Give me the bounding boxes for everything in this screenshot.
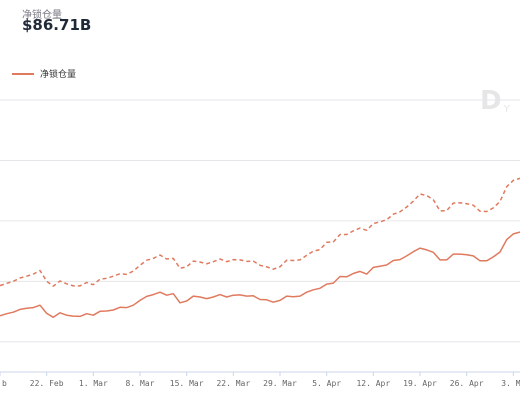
x-tick-label-6: 29. Mar: [263, 379, 297, 388]
tvl-value: $86.71B: [22, 16, 92, 34]
watermark-mark: D: [480, 86, 502, 116]
legend-label: 净锁仓量: [40, 70, 77, 80]
series-line-solid[interactable]: [0, 207, 520, 319]
x-tick-label-1: 22. Feb: [30, 379, 64, 388]
x-tick-label-7: 5. Apr: [312, 379, 341, 388]
x-tick-label-8: 12. Apr: [356, 379, 390, 388]
watermark-logo: D Y: [480, 86, 510, 116]
watermark-sub: Y: [503, 103, 510, 115]
x-tick-label-10: 26. Apr: [450, 379, 484, 388]
x-tick-label-5: 22. Mar: [216, 379, 250, 388]
legend[interactable]: 净锁仓量: [12, 67, 76, 80]
x-tick-label-0: b: [2, 379, 7, 388]
series-lines: [0, 145, 520, 319]
legend-swatch: [12, 72, 34, 75]
x-tick-label-4: 15. Mar: [170, 379, 204, 388]
x-tick-label-3: 8. Mar: [126, 379, 155, 388]
x-axis: b 22. Feb 1. Mar 8. Mar 15. Mar 22. Mar 29. Ma…: [0, 372, 520, 388]
series-line-dashed[interactable]: [0, 145, 520, 287]
x-tick-label-2: 1. Mar: [79, 379, 108, 388]
x-tick-label-11: 3. Ma: [501, 379, 520, 388]
grid-lines: [0, 99, 520, 373]
tvl-label: 净锁仓量: [22, 10, 62, 21]
x-tick-label-9: 19. Apr: [403, 379, 437, 388]
